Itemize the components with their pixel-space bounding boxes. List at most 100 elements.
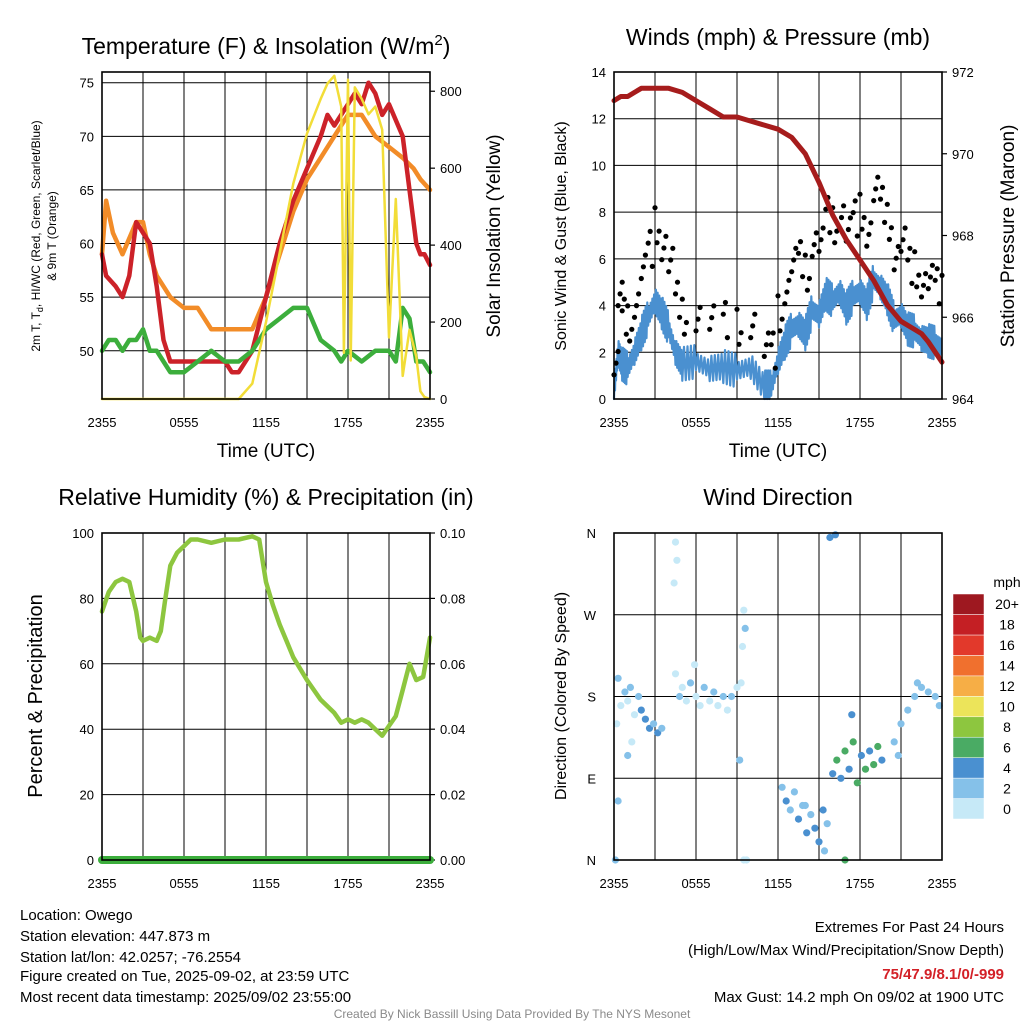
wind-gust-point: [884, 201, 890, 207]
wdir-scatter-point: [849, 738, 857, 746]
temp-ytick-label: 50: [80, 344, 94, 359]
colorbar-swatch: [952, 655, 985, 677]
wdir-scatter-point: [857, 751, 866, 760]
wind-gust-point: [789, 269, 795, 275]
wind-gust-point: [852, 198, 858, 204]
colorbar-label: 10: [999, 699, 1015, 715]
wind-series-line: [611, 85, 945, 365]
rh-ytick-label: 20: [80, 788, 94, 803]
wind-gust-point: [879, 184, 886, 190]
colorbar-swatch: [952, 716, 985, 738]
wind-ytick-right-label: 964: [952, 392, 974, 407]
wdir-scatter-point: [626, 683, 635, 692]
wind-gust-point: [866, 231, 872, 237]
wind-ytick-right-label: 968: [952, 229, 974, 244]
wind-gust-point: [666, 269, 672, 275]
wdir-scatter-point: [894, 751, 902, 760]
wdir-scatter-point: [736, 756, 744, 764]
wdir-scatter-point: [790, 788, 799, 796]
wind-gust-point: [932, 277, 938, 283]
wind-gust-point: [615, 303, 621, 309]
wind-gust-point: [929, 262, 936, 268]
wdir-scatter-point: [911, 692, 919, 701]
wdir-scatter-point: [841, 747, 849, 755]
wdir-scatter-point: [723, 706, 732, 714]
wind-gust-point: [670, 245, 676, 251]
wind-gust-point: [820, 225, 826, 231]
temp-ytick-right-label: 400: [440, 238, 462, 253]
wdir-xtick-label: 0555: [682, 876, 711, 891]
wind-gust-point: [734, 306, 740, 312]
colorbar-swatch: [952, 777, 985, 799]
colorbar-swatch: [952, 757, 985, 779]
wind-gust-point: [750, 323, 756, 329]
wdir-ytick-label: N: [587, 853, 596, 868]
wind-gust-point: [905, 257, 911, 263]
wind-gust-point: [813, 230, 819, 236]
wind-gust-point: [800, 274, 806, 280]
wind-gust-point: [804, 287, 811, 293]
wind-gust-point: [668, 257, 674, 263]
wdir-scatter-point: [913, 679, 922, 687]
wind-gust-point: [640, 264, 647, 270]
wdir-xtick-label: 1155: [764, 876, 792, 891]
temp-ytick-right-label: 800: [440, 84, 462, 99]
wind-gust-point: [841, 203, 847, 209]
wind-gust-point: [907, 245, 913, 251]
wdir-ytick-label: S: [587, 690, 596, 705]
wind-gust-point: [775, 293, 781, 299]
wdir-scatter-point: [826, 533, 834, 542]
wind-gust-point: [649, 263, 655, 269]
temp-frame: [101, 71, 431, 400]
wdir-scatter-point: [641, 715, 650, 723]
wdir-scatter-point: [866, 747, 874, 755]
wdir-ytick-label: N: [587, 526, 596, 541]
wdir-scatter-point: [848, 711, 856, 719]
wdir-scatter-point: [815, 838, 823, 846]
wdir-scatter-point: [614, 674, 622, 682]
wdir-scatter-point: [820, 847, 829, 855]
colorbar-label: 16: [999, 637, 1015, 653]
wdir-scatter-point: [706, 697, 714, 705]
wdir-scatter-point: [635, 692, 643, 701]
elevation-label: Station elevation: 447.873 m: [20, 928, 211, 945]
wind-gust-point: [873, 186, 879, 192]
latlon-label: Station lat/lon: 42.0257; -76.2554: [20, 949, 242, 966]
rh-ytick-right-label: 0.04: [440, 722, 465, 737]
wind-gust-point: [652, 205, 658, 211]
rh-ytick-label: 40: [80, 722, 94, 737]
wind-gust-point: [709, 315, 715, 321]
wind-ytick-label: 12: [592, 112, 606, 127]
wind-gust-point: [909, 280, 915, 286]
wind-gust-point: [786, 277, 792, 283]
colorbar-swatch: [952, 634, 985, 656]
wdir-scatter-point: [782, 797, 790, 805]
wdir-scatter-point: [621, 688, 629, 696]
wind-gust-point: [633, 303, 640, 309]
wdir-scatter-point: [845, 765, 853, 773]
temp-y-axis-label-2: & 9m T (Orange): [45, 191, 59, 281]
wdir-scatter-point: [624, 697, 632, 705]
wdir-scatter-point: [833, 756, 841, 764]
temp-xtick-label: 1755: [334, 415, 363, 430]
wind-gust-point: [784, 289, 790, 295]
wind-gust-point: [647, 228, 653, 234]
wdir-scatter-point: [686, 679, 695, 687]
wind-ytick-label: 10: [592, 158, 606, 173]
wdir-scatter-point: [935, 702, 943, 710]
wind-y-axis-right-label: Station Pressure (Maroon): [998, 125, 1019, 348]
wind-gust-point: [806, 275, 813, 282]
wind-gust-point: [927, 274, 934, 280]
wind-gust-point: [659, 257, 665, 263]
wind-gust-point: [782, 301, 788, 307]
wind-gust-point: [679, 296, 685, 302]
wdir-scatter-point: [658, 724, 666, 732]
wdir-scatter-point: [741, 624, 749, 633]
rh-ytick-right-label: 0.06: [440, 657, 465, 672]
colorbar-swatch: [952, 675, 985, 697]
wdir-scatter-point: [837, 774, 845, 782]
colorbar-label: 14: [999, 658, 1015, 674]
wdir-scatter-point: [890, 738, 898, 746]
rh-ytick-label: 80: [80, 591, 94, 606]
wind-gust-point: [854, 233, 860, 239]
